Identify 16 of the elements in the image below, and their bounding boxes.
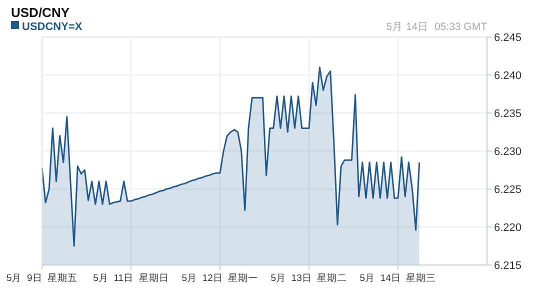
text: 5月 14日 05:33 GMT xyxy=(386,21,488,33)
legend-label: USDCNY=X xyxy=(22,21,83,33)
x-tick-label: 5月 12日 星期一 xyxy=(182,272,258,284)
chart-title: USD/CNY xyxy=(11,5,70,20)
x-tick-label: 5月 11日 星期日 xyxy=(93,272,169,284)
y-tick-label: 6.230 xyxy=(494,146,522,158)
x-tick-label: 5月 14日 星期三 xyxy=(360,272,436,284)
y-tick-label: 6.245 xyxy=(494,32,522,44)
y-tick-label: 6.240 xyxy=(494,70,522,82)
legend-entry: USDCNY=X xyxy=(11,21,82,33)
x-tick-label: 5月 13日 星期二 xyxy=(270,272,348,284)
y-tick-label: 6.220 xyxy=(494,222,522,234)
y-tick-label: 6.235 xyxy=(494,108,522,120)
x-tick-label: 5月 9日 星期五 xyxy=(6,272,78,284)
y-tick-label: 6.225 xyxy=(494,184,522,196)
y-tick-label: 6.215 xyxy=(494,260,522,272)
